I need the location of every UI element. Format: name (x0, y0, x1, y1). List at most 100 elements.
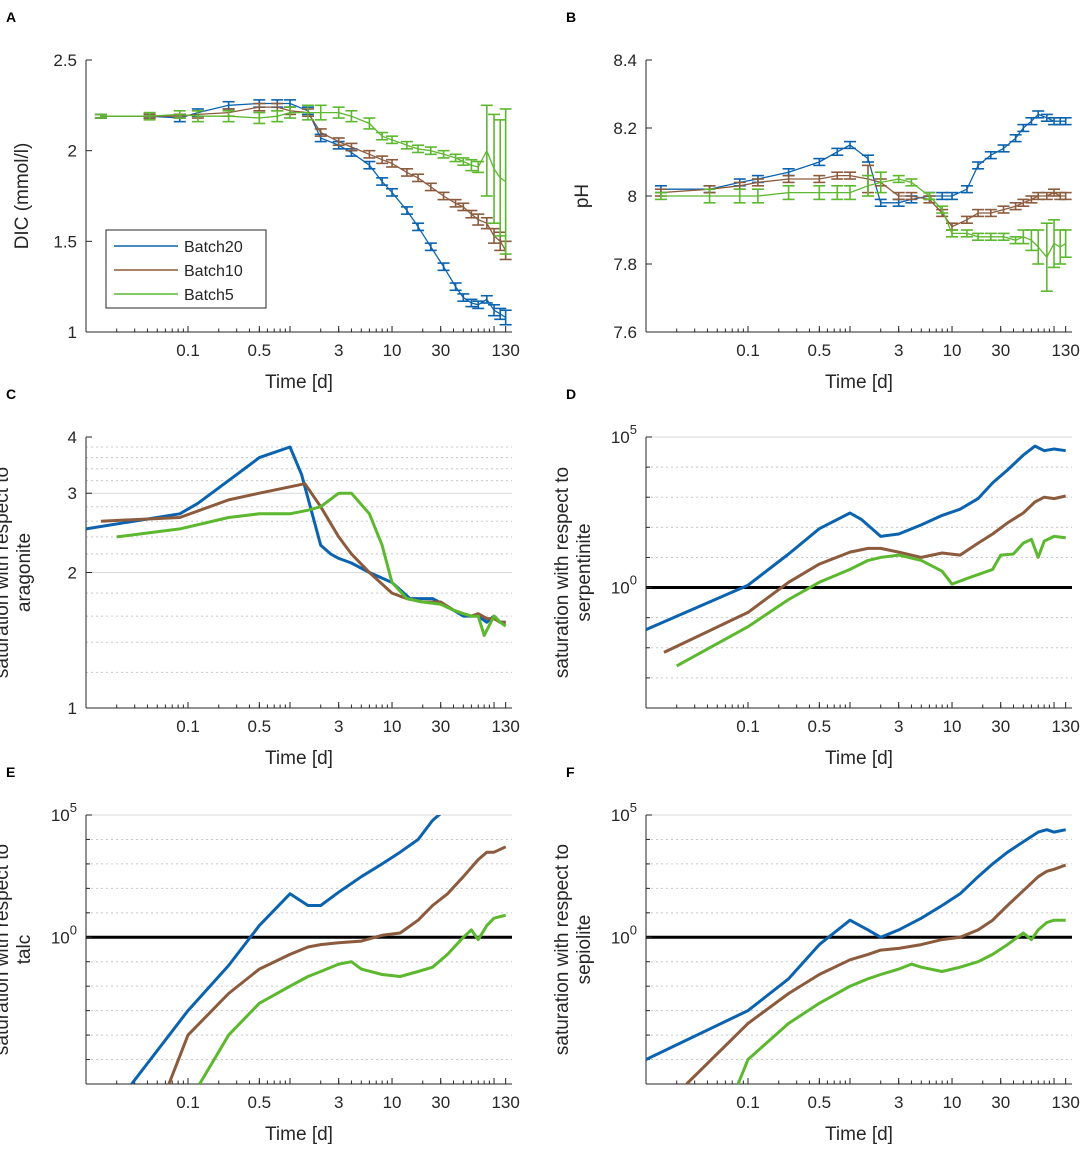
y-tick-label: 100 (611, 573, 637, 598)
y-tick-label: 2 (68, 142, 77, 161)
error-bar (751, 188, 764, 204)
error-bar (892, 174, 905, 184)
error-bar (301, 104, 314, 121)
legend-box (105, 229, 267, 309)
error-bar (733, 188, 746, 204)
series-group (86, 445, 507, 637)
x-tick-label: 0.5 (247, 1093, 271, 1112)
x-tick-label: 3 (894, 717, 903, 736)
x-tick-label: 10 (383, 717, 402, 736)
error-bar (449, 282, 462, 292)
y-axis-label-line: talc (14, 935, 35, 965)
error-bar (1025, 195, 1038, 204)
error-bar (94, 113, 107, 119)
error-bar (997, 232, 1010, 241)
legend-label: Batch5 (184, 287, 234, 304)
gridlines (86, 446, 512, 673)
error-bar (424, 242, 437, 252)
series-group (646, 828, 1067, 1084)
x-axis-label: Time [d] (825, 372, 893, 393)
panel-letter: C (6, 386, 16, 402)
error-bar (412, 222, 425, 232)
error-bar (1040, 191, 1053, 201)
error-bar (844, 185, 857, 201)
error-bar (480, 294, 493, 304)
error-bar (997, 144, 1010, 153)
error-bar (972, 232, 985, 241)
x-tick-label: 0.5 (807, 341, 831, 360)
error-bar (376, 177, 389, 186)
x-tick-label: 3 (334, 1093, 343, 1112)
x-axis-label: Time [d] (825, 1124, 893, 1145)
x-tick-label: 0.1 (736, 717, 760, 736)
x-tick-label: 0.1 (736, 341, 760, 360)
series-line-batch5 (198, 913, 507, 1084)
y-axis-label: pH (572, 184, 593, 208)
series-line-batch5 (736, 918, 1066, 1084)
error-bar (386, 158, 399, 168)
y-tick-label: 1 (68, 323, 77, 342)
error-bar (472, 300, 485, 310)
error-bar (472, 160, 485, 174)
x-tick-label: 30 (431, 341, 450, 360)
x-tick-label: 10 (943, 717, 962, 736)
x-tick-label: 3 (894, 341, 903, 360)
y-tick-label: 105 (611, 422, 637, 447)
panel-a: 0.1 0.5 3 10 30 130 1 1.5 2 2.5 Time [d] DIC (mmol/… (6, 9, 520, 393)
x-tick-label: 130 (1051, 341, 1079, 360)
x-ticks: 0.1 0.5 3 10 30 130 (645, 326, 1080, 360)
x-tick-label: 0.1 (176, 1093, 200, 1112)
series-line-batch10 (663, 494, 1067, 654)
panel-f: 0.1 0.5 3 10 30 130 100 105 Time [d] saturation w… (552, 764, 1080, 1145)
error-bar (253, 111, 266, 125)
error-bar (253, 102, 266, 112)
error-bar (1048, 219, 1061, 269)
y-axis-label-line: sepiolite (574, 915, 595, 985)
series-line-batch5 (116, 491, 507, 637)
error-bar (874, 198, 887, 207)
series-group (130, 815, 507, 1084)
error-bar (284, 106, 297, 119)
x-tick-label: 0.5 (807, 1093, 831, 1112)
y-ticks: 7.6 7.8 8 8.2 8.4 (613, 51, 652, 342)
x-ticks: 0.1 0.5 3 10 30 130 (85, 702, 520, 736)
x-tick-label: 0.5 (247, 341, 271, 360)
legend: Batch20 Batch10 Batch5 (105, 229, 267, 309)
x-tick-label: 0.1 (736, 1093, 760, 1112)
y-tick-label: 1.5 (53, 232, 77, 251)
legend-label: Batch20 (184, 239, 243, 256)
error-bar (271, 109, 284, 123)
x-axis-label: Time [d] (265, 1124, 333, 1145)
error-bar (1032, 229, 1045, 265)
error-bar (363, 117, 376, 130)
series-line-batch20 (646, 828, 1067, 1061)
x-tick-label: 130 (1051, 717, 1079, 736)
error-bar (813, 174, 826, 184)
error-bar (936, 205, 949, 214)
error-bar (386, 187, 399, 197)
x-ticks: 0.1 0.5 3 10 30 130 (645, 702, 1080, 736)
y-tick-label: 4 (68, 428, 77, 447)
y-tick-label: 8.4 (613, 51, 637, 70)
error-bar (400, 140, 413, 150)
y-tick-label: 8.2 (613, 119, 637, 138)
error-bar (465, 158, 478, 172)
series-line-batch10 (685, 863, 1067, 1084)
error-bar (400, 168, 413, 177)
y-axis-label-line: saturation with respect to (552, 467, 573, 678)
series-line-batch5 (675, 534, 1066, 668)
error-bar (345, 142, 358, 152)
x-ticks: 0.1 0.5 3 10 30 130 (85, 1078, 520, 1112)
plot-area (646, 437, 1072, 708)
y-tick-label: 100 (611, 922, 637, 947)
error-bar (861, 154, 874, 163)
error-bar (861, 174, 874, 197)
x-tick-label: 130 (491, 1093, 519, 1112)
x-tick-label: 3 (894, 1093, 903, 1112)
error-bar (905, 178, 918, 187)
y-tick-label: 100 (51, 922, 77, 947)
y-tick-label: 7.8 (613, 255, 637, 274)
series-line-batch10 (100, 482, 506, 624)
y-axis-label-line: saturation with respect to (0, 467, 13, 678)
error-bar (831, 147, 844, 156)
